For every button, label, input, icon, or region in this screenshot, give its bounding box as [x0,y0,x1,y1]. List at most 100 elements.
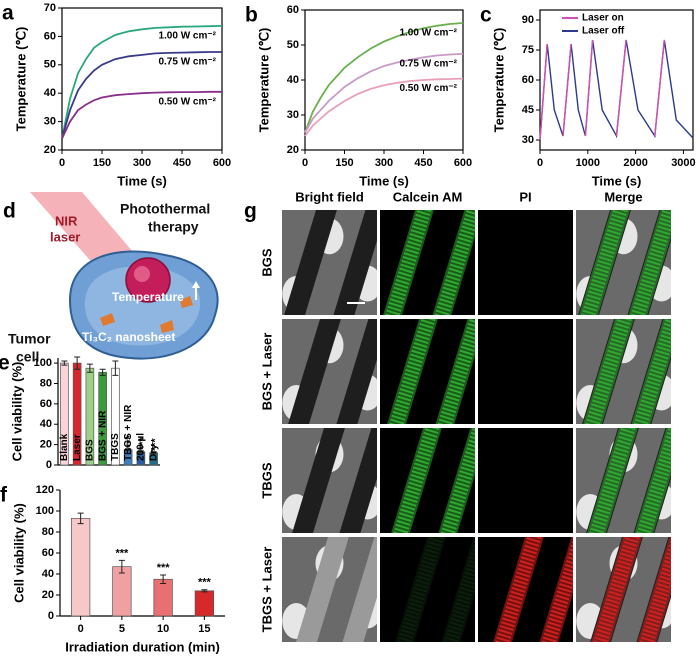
therapy-label: Photothermal [120,201,210,217]
fluorescence-speckle [581,210,628,315]
y-tick-label: 50 [44,59,56,71]
series-label: 0.50 W cm⁻² [399,83,457,94]
micrograph [282,210,377,315]
error-bar [74,356,81,370]
line-series [61,51,222,139]
fluorescence-speckle [639,538,671,642]
x-tick-label: 0 [537,157,543,169]
series-label: 0.50 W cm⁻² [158,96,216,107]
micrograph-bg [478,428,573,533]
significance-label: *** [198,577,212,589]
x-tick-label: 300 [133,157,151,169]
fluorescence-speckle [589,428,636,533]
x-tick-label: 450 [414,157,432,169]
fluorescence-speckle [495,537,542,642]
category-label: Laser [72,434,83,461]
y-tick-label: 20 [40,439,52,451]
micrograph [282,537,377,642]
nanosheet-label: Ti₃C₂ nanosheet [82,330,175,344]
category-label: TBGS [110,433,121,461]
bar [153,578,173,617]
series-label: 0.75 W cm⁻² [399,58,457,69]
category-label: Dry [148,444,159,461]
y-axis-label: Temperature (℃) [13,27,28,132]
y-tick-label: 100 [36,505,54,517]
fluorescence-speckle [443,538,475,642]
error-bar [160,574,167,584]
y-tick-label: 40 [42,568,54,580]
y-tick-label: 0 [48,610,54,622]
strut [288,319,341,424]
series-label: 1.00 W cm⁻² [399,28,457,39]
category-label: Blank [59,433,70,461]
x-axis-label: Time (s) [117,173,167,188]
panel-letter: g [244,200,257,223]
beam-label: laser [50,229,80,244]
micrograph [380,428,475,533]
temperature-arrow-head [192,281,200,288]
panel-letter: f [0,484,8,507]
y-tick-label: 60 [287,4,299,16]
column-header: Merge [604,189,642,204]
category-label: TBGS + NIR [123,404,134,461]
error-bar [99,368,106,376]
panel-letter: c [480,4,492,27]
line-series [539,39,665,141]
error-bar [86,363,93,373]
fluorescence-speckle [440,428,475,533]
micrograph [576,428,671,533]
error-bar [61,360,68,366]
x-tick-label: 150 [335,157,353,169]
error-bar [150,451,157,455]
y-tick-label: 40 [44,87,56,99]
strut [333,210,377,315]
x-axis-label: Time (s) [592,173,642,188]
y-axis-label: Temperature (℃) [491,28,506,133]
fluorescence-speckle [593,537,640,642]
category-label: 200 µl [136,433,147,461]
y-tick-label: 50 [287,39,299,51]
x-axis-label: Irradiation duration (min) [65,639,220,654]
micrograph [282,319,377,424]
micrograph [380,210,475,315]
y-tick-label: 60 [44,30,56,42]
line-series [61,25,223,139]
micrograph [282,428,377,533]
strut [296,537,349,642]
column-header: Bright field [295,189,364,204]
y-tick-label: 30 [287,109,299,121]
legend-label: Laser on [582,13,624,24]
fluorescence-speckle [636,428,671,533]
x-tick-label: 5 [119,623,125,635]
micrograph [576,319,671,424]
bar [70,517,91,617]
y-axis-label: Cell viability (%) [9,362,24,462]
row-label: BGS [259,248,274,277]
legend-label: Laser off [582,26,625,37]
micrograph [478,319,573,424]
x-tick-label: 0 [78,623,84,635]
micrograph [478,210,573,315]
fluorescence-speckle [633,319,671,424]
nucleus-highlight [134,266,150,282]
x-axis-label: Time (s) [359,173,409,188]
line-series [304,52,464,133]
bar [194,590,215,617]
significance-label: *** [137,437,149,451]
micrograph [576,210,671,315]
micrograph [380,537,475,642]
plot-frame [539,9,694,151]
y-tick-label: 100 [34,357,52,369]
strut [284,210,337,315]
significance-label: *** [157,562,171,574]
y-tick-label: 20 [42,589,54,601]
x-tick-label: 1000 [576,157,600,169]
significance-label: *** [115,547,129,559]
strut [342,537,377,642]
line-series [61,90,222,139]
micrograph-bg [478,210,573,315]
y-tick-label: 30 [522,134,534,146]
y-tick-label: 60 [40,398,52,410]
